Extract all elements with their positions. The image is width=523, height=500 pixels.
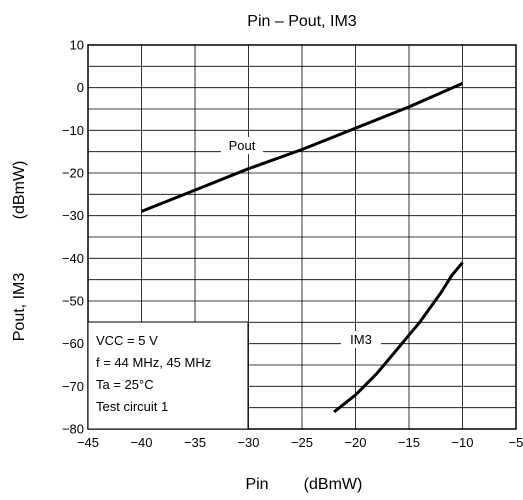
im3-series-line xyxy=(333,261,464,414)
x-tick-label: −10 xyxy=(451,435,473,450)
im3-label-bg xyxy=(341,331,381,348)
im3-label-group: IM3 xyxy=(341,331,381,348)
note-vcc: VCC = 5 V xyxy=(96,333,158,348)
im3-series-label: IM3 xyxy=(350,332,372,347)
y-tick-label: −20 xyxy=(62,166,84,181)
pout-label-bg xyxy=(221,137,263,154)
x-tick-label: −30 xyxy=(237,435,259,450)
note-frequency: f = 44 MHz, 45 MHz xyxy=(96,355,211,370)
conditions-box: VCC = 5 V f = 44 MHz, 45 MHz Ta = 25°C T… xyxy=(87,321,249,430)
pout-label-group: Pout xyxy=(221,137,263,154)
y-tick-label: −60 xyxy=(62,336,84,351)
chart-title: Pin – Pout, IM3 xyxy=(247,13,356,30)
x-tick-label: −25 xyxy=(291,435,313,450)
y-axis-label: Pout, IM3 xyxy=(11,273,28,342)
x-tick-label: −5 xyxy=(509,435,523,450)
series-lines xyxy=(140,82,464,414)
y-tick-label: −30 xyxy=(62,208,84,223)
y-tick-label: −70 xyxy=(62,379,84,394)
y-tick-label: 10 xyxy=(70,38,84,53)
y-axis-unit: (dBmW) xyxy=(11,161,28,220)
y-tick-label: 0 xyxy=(77,80,84,95)
x-tick-label: −15 xyxy=(398,435,420,450)
plot-frame xyxy=(87,44,517,430)
y-tick-label: −50 xyxy=(62,294,84,309)
y-tick-label: −10 xyxy=(62,123,84,138)
x-tick-label: −40 xyxy=(130,435,152,450)
x-tick-label: −45 xyxy=(77,435,99,450)
x-tick-label: −35 xyxy=(184,435,206,450)
tick-labels: 10 0 −10 −20 −30 −40 −50 −60 −70 −80−45 −40 −35 −30 −… xyxy=(62,38,523,451)
x-axis-label: Pin xyxy=(245,476,268,493)
x-axis-unit: (dBmW) xyxy=(304,476,363,493)
pout-series-label: Pout xyxy=(229,138,256,153)
x-tick-label: −20 xyxy=(344,435,366,450)
conditions-box-frame xyxy=(87,321,249,430)
note-test-circuit: Test circuit 1 xyxy=(96,399,168,414)
pout-series-line xyxy=(140,82,464,213)
y-tick-label: −80 xyxy=(62,422,84,437)
note-temperature: Ta = 25°C xyxy=(96,377,154,392)
y-tick-label: −40 xyxy=(62,251,84,266)
